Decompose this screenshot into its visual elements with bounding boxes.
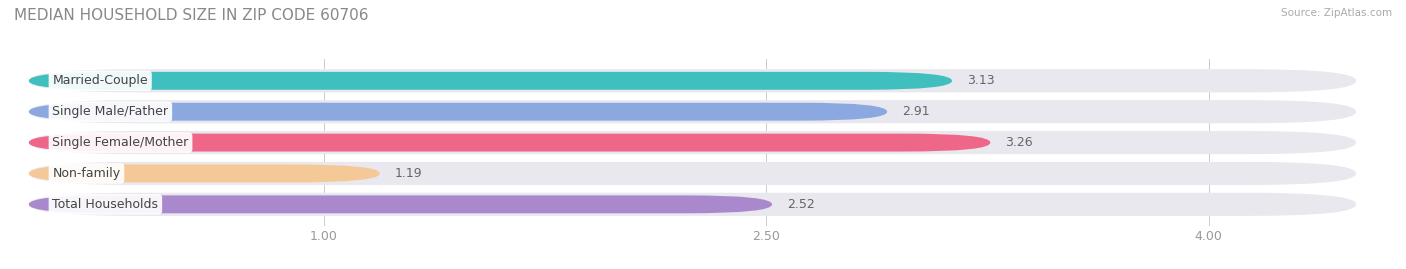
Text: Single Male/Father: Single Male/Father — [52, 105, 169, 118]
FancyBboxPatch shape — [28, 134, 990, 151]
Text: 2.91: 2.91 — [901, 105, 929, 118]
Text: 3.26: 3.26 — [1005, 136, 1033, 149]
Text: Total Households: Total Households — [52, 198, 159, 211]
Text: 3.13: 3.13 — [967, 74, 994, 87]
Text: 1.19: 1.19 — [395, 167, 422, 180]
FancyBboxPatch shape — [28, 103, 887, 121]
FancyBboxPatch shape — [28, 100, 1357, 123]
FancyBboxPatch shape — [28, 69, 1357, 92]
Text: MEDIAN HOUSEHOLD SIZE IN ZIP CODE 60706: MEDIAN HOUSEHOLD SIZE IN ZIP CODE 60706 — [14, 8, 368, 23]
FancyBboxPatch shape — [28, 165, 380, 182]
FancyBboxPatch shape — [28, 162, 1357, 185]
FancyBboxPatch shape — [28, 72, 952, 90]
Text: Non-family: Non-family — [52, 167, 121, 180]
FancyBboxPatch shape — [28, 195, 772, 213]
FancyBboxPatch shape — [28, 131, 1357, 154]
Text: Married-Couple: Married-Couple — [52, 74, 148, 87]
Text: Single Female/Mother: Single Female/Mother — [52, 136, 188, 149]
FancyBboxPatch shape — [28, 193, 1357, 216]
Text: Source: ZipAtlas.com: Source: ZipAtlas.com — [1281, 8, 1392, 18]
Text: 2.52: 2.52 — [787, 198, 814, 211]
